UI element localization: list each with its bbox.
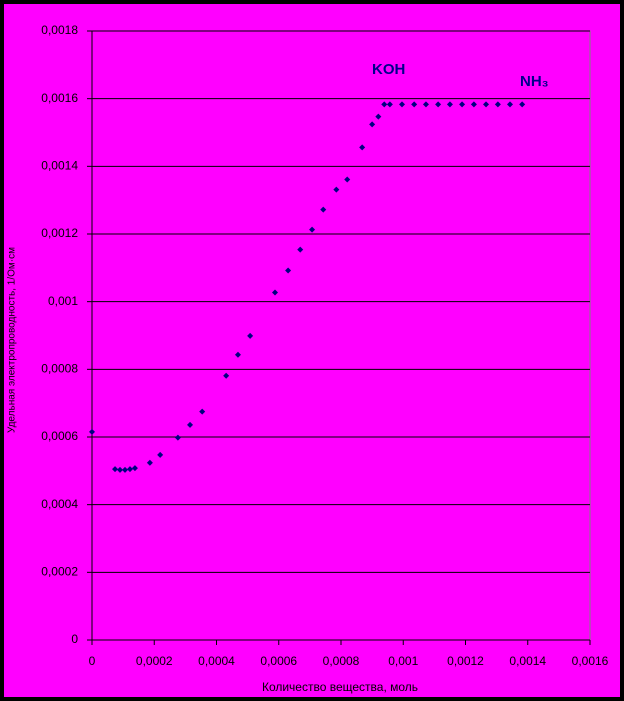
chart-background	[4, 4, 620, 697]
y-axis-label: Удельная электропроводность, 1/Ом·см	[7, 247, 18, 433]
data-point	[422, 101, 429, 108]
y-tick-label: 0	[71, 632, 78, 646]
data-point	[344, 176, 351, 183]
data-point	[247, 332, 254, 339]
x-tick-label: 0,0008	[323, 654, 360, 668]
y-tick-label: 0,0008	[41, 362, 78, 376]
data-point	[272, 289, 279, 296]
y-tick-label: 0,0004	[41, 497, 78, 511]
x-tick-label: 0,0002	[136, 654, 173, 668]
x-tick-label: 0	[89, 654, 96, 668]
data-point	[187, 421, 194, 428]
x-tick-label: 0,0006	[260, 654, 297, 668]
y-tick-label: 0,0006	[41, 429, 78, 443]
data-point	[309, 226, 316, 233]
data-point	[494, 101, 501, 108]
data-point	[483, 101, 490, 108]
data-point	[174, 434, 181, 441]
data-point	[199, 408, 206, 415]
data-point	[399, 101, 406, 108]
data-point	[375, 113, 382, 120]
x-tick-label: 0,0012	[447, 654, 484, 668]
data-point	[359, 144, 366, 151]
data-point	[126, 466, 133, 473]
data-point	[146, 459, 153, 466]
y-tick-label: 0,0002	[41, 565, 78, 579]
data-point	[333, 186, 340, 193]
x-tick-label: 0,0004	[198, 654, 235, 668]
data-point	[519, 101, 526, 108]
x-tick-label: 0,0014	[509, 654, 546, 668]
data-point	[381, 101, 388, 108]
data-point	[320, 206, 327, 213]
x-tick-label: 0,0016	[572, 654, 609, 668]
data-point	[386, 101, 393, 108]
data-point	[89, 428, 95, 435]
x-tick-label: 0,001	[388, 654, 418, 668]
data-point	[446, 101, 453, 108]
y-tick-label: 0,0016	[41, 91, 78, 105]
data-point	[369, 121, 376, 128]
annotation: KOH	[372, 61, 405, 78]
data-point	[117, 466, 124, 473]
data-point	[459, 101, 466, 108]
annotation: NH₃	[520, 73, 549, 90]
y-tick-label: 0,0012	[41, 226, 78, 240]
y-tick-label: 0,0014	[41, 159, 78, 173]
y-tick-label: 0,001	[48, 294, 78, 308]
data-point	[223, 372, 230, 379]
data-point	[285, 267, 292, 274]
data-point	[157, 451, 164, 458]
data-point	[411, 101, 418, 108]
data-point	[121, 466, 128, 473]
data-point	[297, 246, 304, 253]
y-tick-label: 0,0018	[41, 23, 78, 37]
x-axis-label: Количество вещества, моль	[262, 680, 418, 694]
data-point	[234, 351, 241, 358]
data-point	[131, 465, 138, 472]
data-point	[435, 101, 442, 108]
data-point	[507, 101, 514, 108]
data-point	[470, 101, 477, 108]
data-point	[112, 466, 119, 473]
